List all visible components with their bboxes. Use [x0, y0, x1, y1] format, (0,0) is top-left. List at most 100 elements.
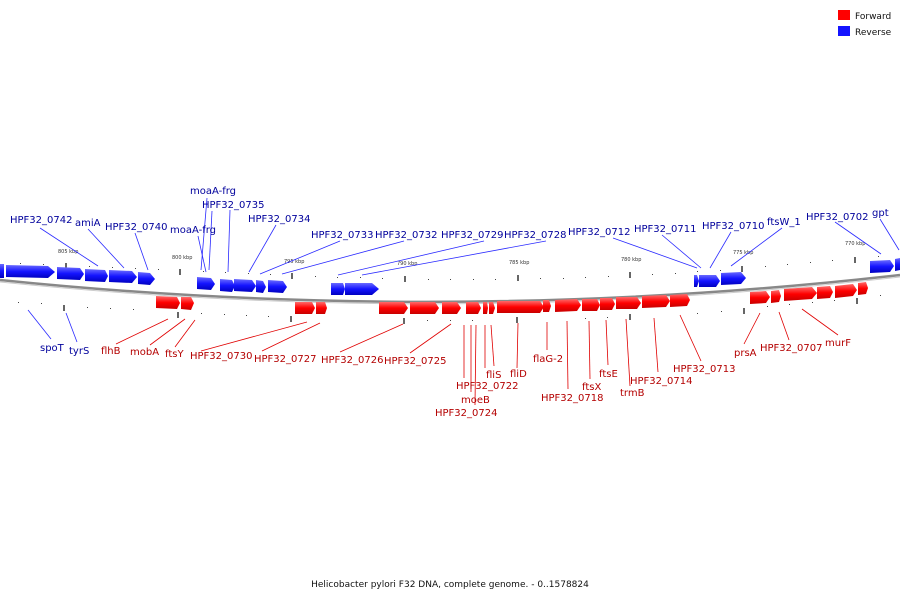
gene-reverse[interactable]	[85, 269, 108, 282]
gene-label-moaA-frg-1[interactable]: moaA-frg	[190, 186, 236, 197]
gene-forward[interactable]	[316, 302, 327, 314]
gene-label-flaG-2[interactable]: flaG-2	[533, 354, 563, 365]
gene-label-hpf32-0742[interactable]: HPF32_0742	[10, 215, 72, 226]
gene-forward[interactable]	[497, 301, 544, 313]
gene-reverse[interactable]	[694, 275, 699, 287]
gene-label-hpf32-0730[interactable]: HPF32_0730	[190, 351, 252, 362]
gene-label-hpf32-0710[interactable]: HPF32_0710	[702, 221, 764, 232]
tick-label-805: 805 kbp	[58, 249, 78, 255]
tick-label-795: 795 kbp	[284, 259, 304, 265]
gene-reverse[interactable]	[197, 277, 215, 290]
tick-label-790: 790 kbp	[397, 261, 417, 267]
gene-reverse[interactable]	[895, 258, 900, 271]
gene-forward[interactable]	[582, 299, 600, 311]
legend-swatch-reverse	[838, 26, 850, 36]
gene-reverse[interactable]	[220, 279, 235, 292]
gene-label-hpf32-0729[interactable]: HPF32_0729	[441, 230, 503, 241]
gene-label-hpf32-0724[interactable]: HPF32_0724	[435, 408, 497, 419]
scale-ticks: 805 kbp 800 kbp 795 kbp 790 kbp 785 kbp …	[20, 241, 879, 282]
gene-reverse[interactable]	[345, 283, 379, 295]
inner-ticks	[18, 295, 881, 324]
tick-label-785: 785 kbp	[509, 260, 529, 266]
forward-gene-labels: flhB mobA ftsY HPF32_0730 HPF32_0727 HPF…	[101, 338, 851, 419]
gene-reverse[interactable]	[234, 279, 256, 292]
gene-label-hpf32-0740[interactable]: HPF32_0740	[105, 222, 167, 233]
gene-label-hpf32-0733[interactable]: HPF32_0733	[311, 230, 373, 241]
gene-forward[interactable]	[442, 302, 461, 314]
tick-label-770: 770 kbp	[845, 241, 865, 247]
gene-forward[interactable]	[670, 294, 690, 307]
gene-label-hpf32-0722[interactable]: HPF32_0722	[456, 381, 518, 392]
gene-forward[interactable]	[555, 299, 581, 312]
reverse-leader-lines	[27, 197, 900, 343]
gene-forward[interactable]	[156, 296, 180, 309]
gene-label-hpf32-0732[interactable]: HPF32_0732	[375, 230, 437, 241]
gene-forward[interactable]	[379, 302, 408, 314]
gene-label-tyrS[interactable]: tyrS	[69, 346, 89, 357]
gene-label-hpf32-0714[interactable]: HPF32_0714	[630, 376, 692, 387]
genome-backbone	[0, 273, 900, 304]
gene-forward[interactable]	[750, 291, 770, 304]
gene-reverse[interactable]	[6, 265, 55, 278]
gene-label-hpf32-0713[interactable]: HPF32_0713	[673, 364, 735, 375]
gene-reverse[interactable]	[109, 270, 137, 283]
gene-label-ftsW-1[interactable]: ftsW_1	[767, 217, 801, 228]
gene-label-gpt[interactable]: gpt	[872, 208, 889, 219]
gene-forward[interactable]	[835, 284, 857, 298]
genome-caption: Helicobacter pylori F32 DNA, complete ge…	[311, 580, 589, 590]
gene-reverse[interactable]	[699, 275, 720, 287]
gene-reverse[interactable]	[268, 280, 287, 293]
gene-forward[interactable]	[410, 302, 439, 314]
gene-forward[interactable]	[489, 302, 495, 314]
gene-label-ftsY[interactable]: ftsY	[165, 349, 184, 360]
gene-label-hpf32-0725[interactable]: HPF32_0725	[384, 356, 446, 367]
gene-label-hpf32-0726[interactable]: HPF32_0726	[321, 355, 383, 366]
gene-label-hpf32-0718[interactable]: HPF32_0718	[541, 393, 603, 404]
gene-label-hpf32-0727[interactable]: HPF32_0727	[254, 354, 316, 365]
gene-label-hpf32-0734[interactable]: HPF32_0734	[248, 214, 310, 225]
legend-label-reverse: Reverse	[855, 28, 892, 38]
gene-reverse[interactable]	[0, 264, 4, 278]
gene-label-hpf32-0711[interactable]: HPF32_0711	[634, 224, 696, 235]
tick-label-780: 780 kbp	[621, 257, 641, 263]
gene-forward[interactable]	[181, 297, 194, 310]
gene-label-fliD[interactable]: fliD	[510, 369, 527, 380]
reverse-strand-genes	[0, 258, 900, 295]
gene-label-murF[interactable]: murF	[825, 338, 851, 349]
gene-label-ftsE[interactable]: ftsE	[599, 369, 618, 380]
gene-label-ftsX[interactable]: ftsX	[582, 382, 601, 393]
gene-forward[interactable]	[642, 295, 670, 308]
gene-forward[interactable]	[543, 300, 551, 312]
gene-reverse[interactable]	[256, 280, 266, 293]
gene-forward[interactable]	[466, 302, 481, 314]
gene-label-hpf32-0728[interactable]: HPF32_0728	[504, 230, 566, 241]
gene-forward[interactable]	[600, 298, 615, 310]
gene-label-spoT[interactable]: spoT	[40, 343, 65, 354]
gene-label-amiA[interactable]: amiA	[75, 218, 101, 229]
gene-label-moaA-frg-2[interactable]: moaA-frg	[170, 225, 216, 236]
gene-reverse[interactable]	[721, 272, 746, 285]
gene-reverse[interactable]	[870, 260, 894, 273]
gene-forward[interactable]	[784, 287, 817, 301]
gene-reverse[interactable]	[57, 267, 84, 280]
gene-label-mobA[interactable]: mobA	[130, 347, 159, 358]
gene-label-prsA[interactable]: prsA	[734, 348, 757, 359]
gene-forward[interactable]	[817, 286, 833, 299]
gene-forward[interactable]	[858, 282, 868, 295]
forward-leader-lines	[115, 308, 839, 406]
gene-label-hpf32-0712[interactable]: HPF32_0712	[568, 227, 630, 238]
gene-forward[interactable]	[483, 302, 488, 314]
gene-label-flhB[interactable]: flhB	[101, 346, 121, 357]
gene-label-hpf32-0702[interactable]: HPF32_0702	[806, 212, 868, 223]
gene-reverse[interactable]	[331, 283, 345, 295]
gene-label-moeB[interactable]: moeB	[461, 395, 490, 406]
gene-label-fliS[interactable]: fliS	[486, 370, 501, 381]
gene-label-trmB[interactable]: trmB	[620, 388, 645, 399]
gene-forward[interactable]	[616, 297, 641, 309]
gene-forward[interactable]	[295, 302, 315, 314]
gene-forward[interactable]	[771, 290, 781, 303]
reverse-gene-labels: HPF32_0742 amiA HPF32_0740 moaA-frg HPF3…	[10, 186, 889, 357]
gene-reverse[interactable]	[138, 272, 155, 285]
gene-label-hpf32-0707[interactable]: HPF32_0707	[760, 343, 822, 354]
gene-label-hpf32-0735[interactable]: HPF32_0735	[202, 200, 264, 211]
